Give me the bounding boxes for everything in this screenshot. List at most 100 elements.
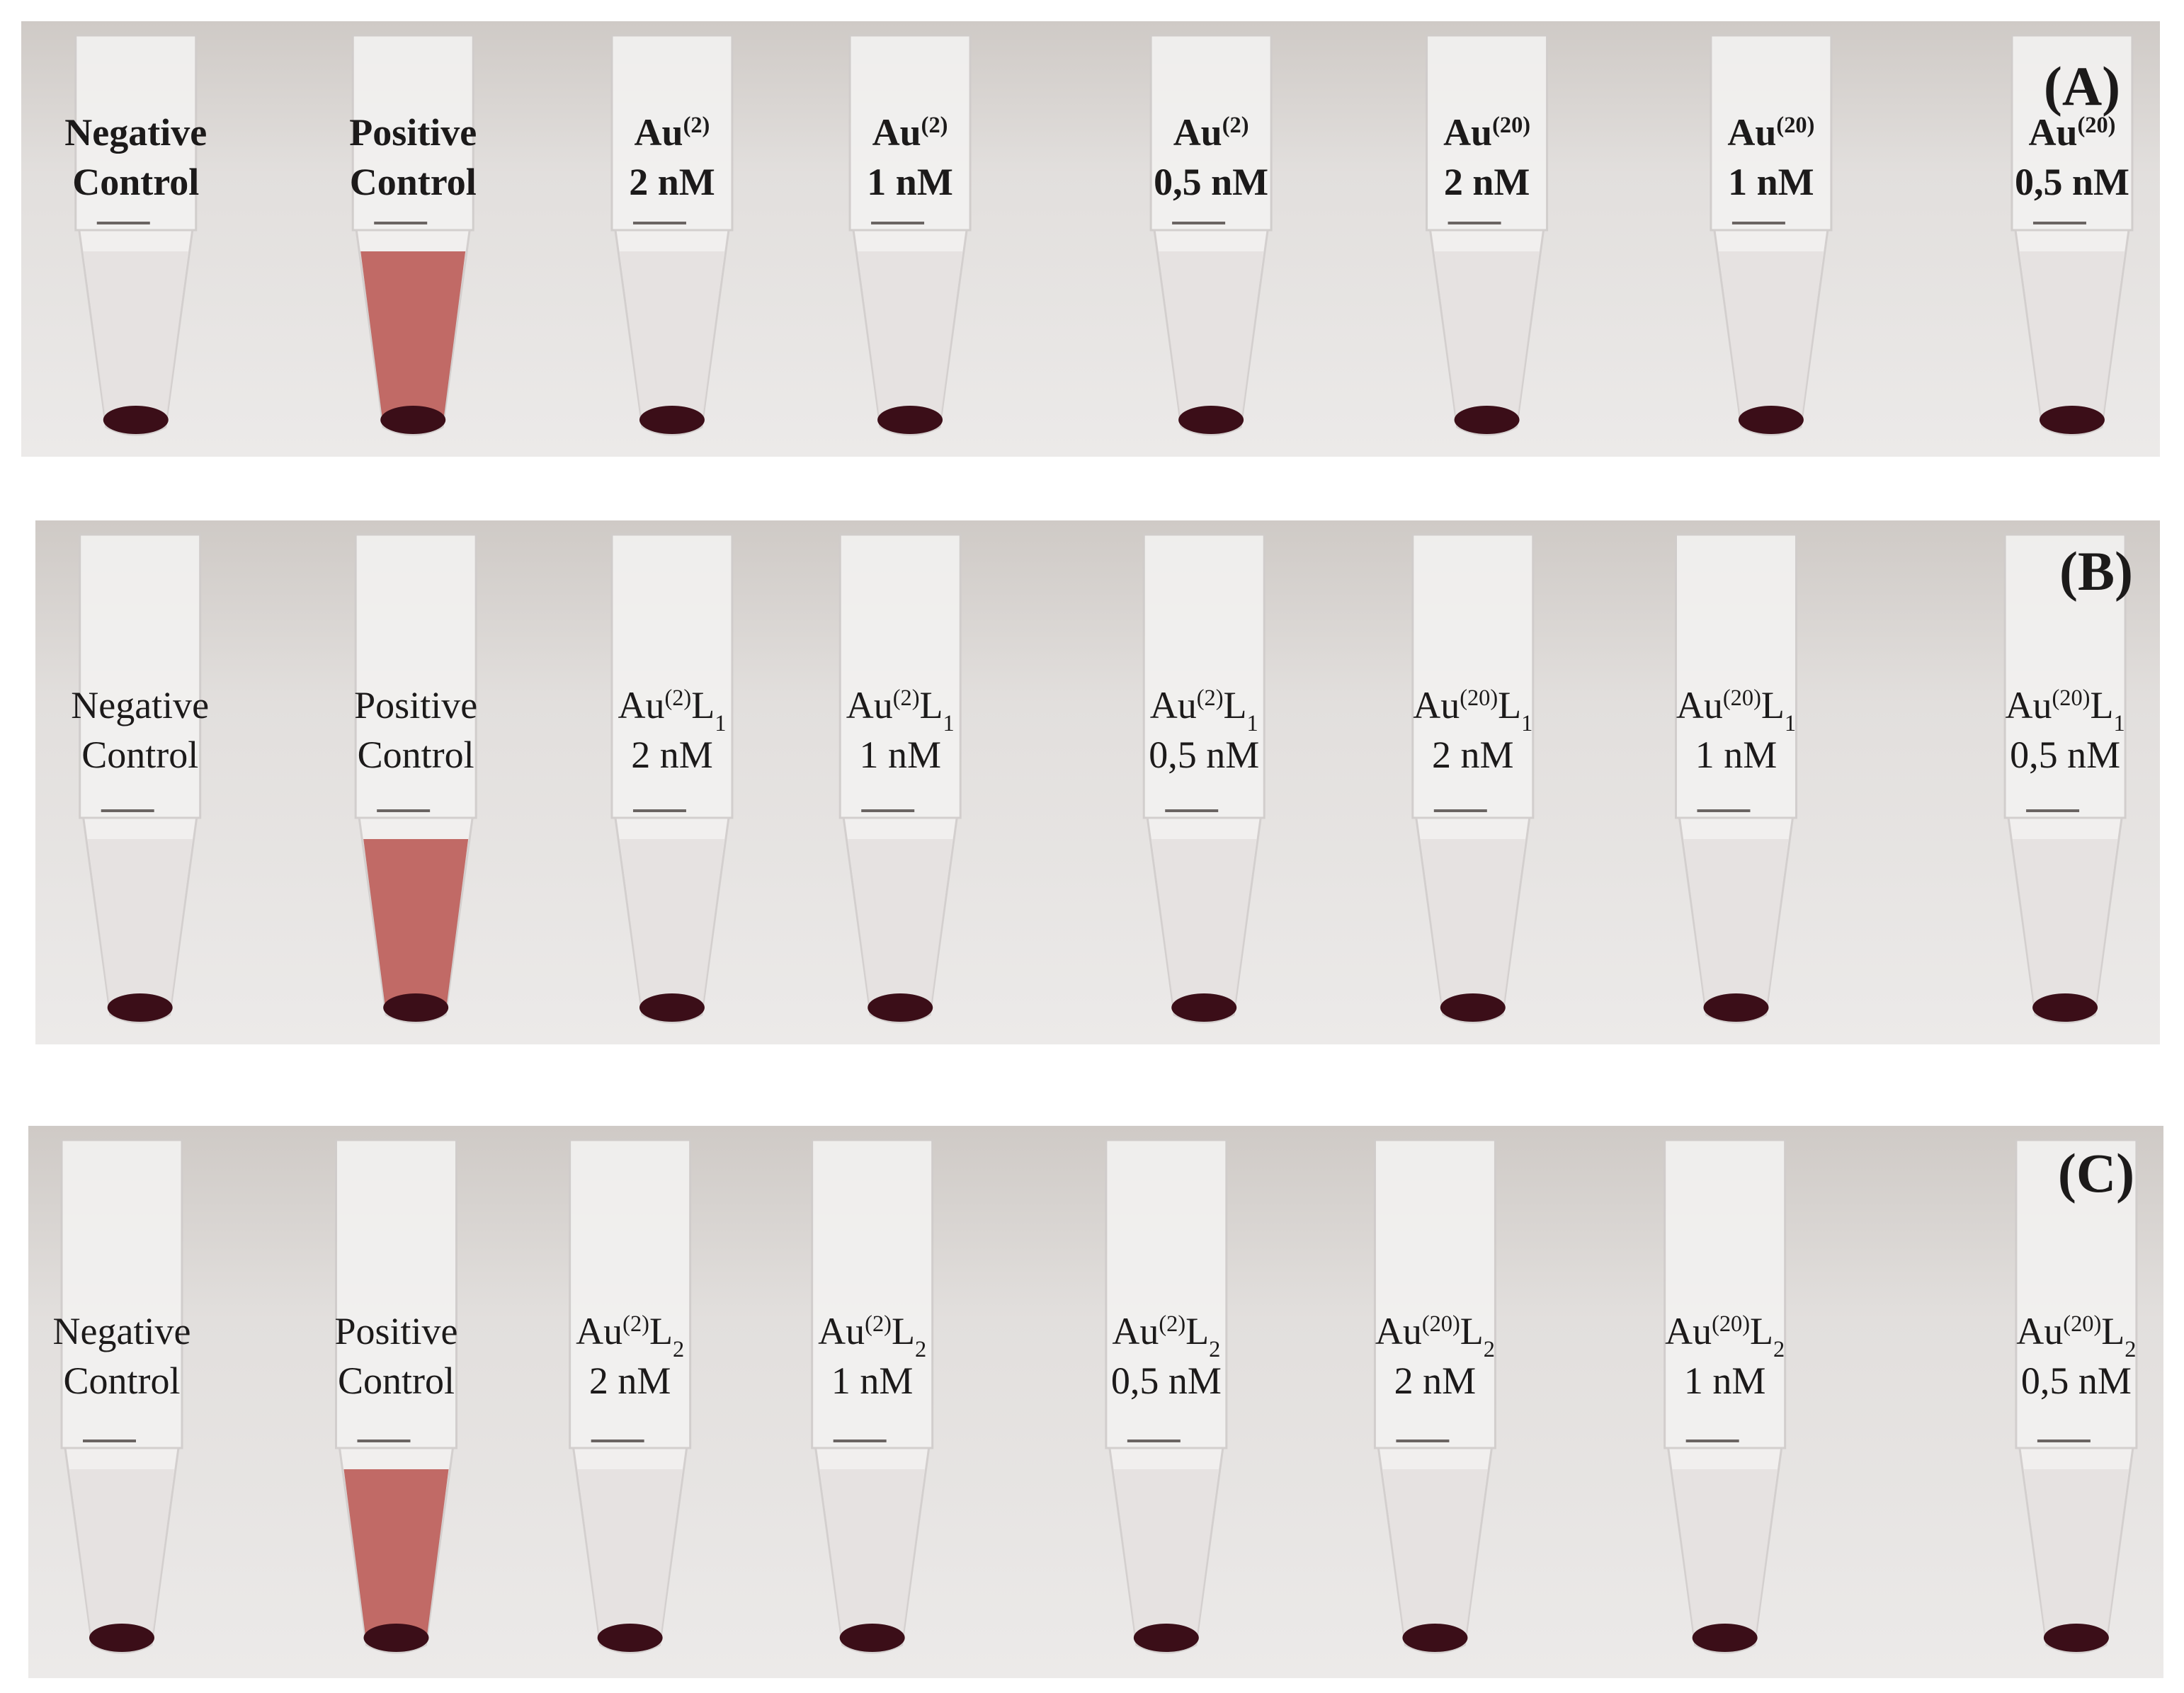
tube-label: Au(20) [1443,111,1530,154]
tube-label: 2 nM [1444,161,1530,203]
label-segment: Au [1676,684,1723,726]
label-segment: Control [72,161,199,203]
tube-label: Negative [71,684,209,726]
tube: Au(20)L11 nM [1674,533,1797,1024]
tube-label: Au(20) [1727,111,1814,154]
tube-label: Control [81,734,198,776]
tube-cap [1142,533,1266,819]
label-segment: L [1498,684,1521,726]
tube-label: 2 nM [629,161,715,203]
tube-label: Positive [334,1310,457,1352]
tube-label: 2 nM [589,1359,671,1402]
label-segment: 2 [673,1337,684,1362]
label-segment: Au [1375,1310,1422,1352]
tube-liquid [363,839,469,1020]
tube-label: 2 nM [631,734,713,776]
tube-label: Au(2)L2 [818,1310,926,1362]
tube-label: Positive [349,111,477,154]
label-segment: L [892,1310,915,1352]
label-segment: Au [1443,111,1492,154]
tube-label: Au(2)L1 [1150,684,1258,736]
pellet [1171,993,1237,1022]
label-segment: 2 [915,1337,926,1362]
label-segment: L [691,684,715,726]
tube-label: 0,5 nM [1111,1359,1222,1402]
pellet [839,1624,905,1652]
label-segment: Au [846,684,893,726]
label-segment: (2) [865,1311,892,1337]
label-segment: 1 nM [1684,1359,1766,1402]
label-segment: L [2101,1310,2125,1352]
label-segment: L [920,684,943,726]
tube-cap [2003,533,2127,819]
pellet [1440,993,1506,1022]
tube-cap [1426,34,1549,232]
label-segment: (2) [683,113,710,138]
tube: Au(20)L22 nM [1373,1139,1496,1654]
tube-label: Au(2)L2 [1112,1310,1220,1362]
label-segment: Au [872,111,921,154]
pellet [2039,406,2105,434]
label-segment: (2) [1222,113,1249,138]
tube: Negative Control [71,533,209,1024]
label-segment: Au [1727,111,1776,154]
label-segment: 1 nM [867,161,953,203]
tube: Positive Control [334,1139,458,1654]
tube: Au(2) 1 nM [848,34,972,436]
tube-cap [1149,34,1273,232]
tube-cap [1373,1139,1496,1449]
label-segment: (20) [1776,113,1814,138]
tube-cap [2015,1139,2138,1449]
pellet [868,993,933,1022]
tube-label: 2 nM [1394,1359,1477,1402]
label-segment: Negative [53,1310,191,1352]
tube-cap [811,1139,934,1449]
tube-liquid [360,251,466,433]
label-segment: (20) [2052,685,2090,711]
panel-photo [21,21,2160,457]
panel-label: (A) [2044,55,2120,117]
tube-label: 0,5 nM [1149,734,1259,776]
tube-label: Au(2) [1173,111,1249,154]
tube-label: Control [350,161,477,203]
label-segment: Au [576,1310,622,1352]
tube-liquid [69,1469,174,1651]
tube: Negative Control [53,1139,191,1654]
tube: Au(2)L20,5 nM [1105,1139,1228,1654]
label-segment: 1 nM [1728,161,1814,203]
pellet [103,406,169,434]
tube-liquid [1434,251,1540,433]
label-segment: Positive [349,111,477,154]
label-segment: 0,5 nM [1149,734,1259,776]
label-segment: 0,5 nM [1111,1359,1222,1402]
label-segment: Au [1173,111,1222,154]
label-segment: 2 nM [631,734,713,776]
tube-cap [1411,533,1535,819]
tube-label: Au(2)L1 [846,684,955,736]
tube-label: 1 nM [867,161,953,203]
tube: Au(20) 1 nM [1710,34,1833,436]
label-segment: (20) [1422,1311,1460,1337]
pellet [1692,1624,1758,1652]
label-segment: 1 [1785,711,1796,736]
tube: Au(2)L10,5 nM [1142,533,1266,1024]
tube-label: Control [358,734,474,776]
label-segment: (20) [2063,1311,2101,1337]
tube-label: 0,5 nM [2021,1359,2132,1402]
pellet [1703,993,1769,1022]
tube-label: Positive [354,684,477,726]
tube-cap [351,34,474,232]
tube-cap [74,34,198,232]
pellet [877,406,943,434]
tube-liquid [87,839,193,1020]
tube: Au(2)L12 nM [610,533,734,1024]
label-segment: 2 nM [1444,161,1530,203]
tube-label: 1 nM [859,734,941,776]
label-segment: L [1750,1310,1773,1352]
tube: Positive Control [354,533,477,1024]
label-segment: (2) [1159,1311,1185,1337]
